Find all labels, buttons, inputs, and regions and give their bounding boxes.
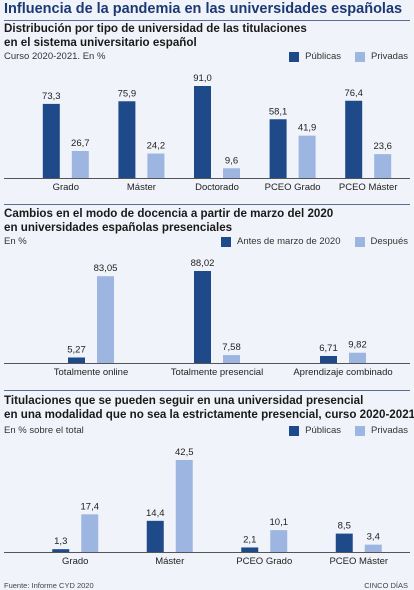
page-title: Influencia de la pandemia en las univers… [4, 1, 403, 17]
chart-title: Distribución por tipo de universidad de … [4, 22, 307, 49]
category-label: Máster [155, 556, 184, 567]
legend-item-antes: Antes de marzo de 2020 [220, 236, 341, 247]
bar-series-2 [364, 544, 382, 552]
bar-series-1 [194, 86, 211, 178]
legend-swatch [354, 236, 365, 247]
legend-swatch [289, 425, 300, 436]
bar-series-1 [335, 533, 353, 552]
bar-series-1 [320, 355, 337, 363]
data-label: 23,6 [373, 141, 392, 152]
source-note: Fuente: Informe CYD 2020 [4, 581, 94, 590]
data-label: 10,1 [270, 517, 289, 528]
bar-series-2 [223, 355, 240, 363]
data-label: 58,1 [269, 106, 288, 117]
data-label: 88,02 [191, 258, 215, 269]
bar-series-2 [81, 514, 99, 552]
chart-subtitle: En % sobre el total [4, 425, 84, 436]
chart-title: Cambios en el modo de docencia a partir … [4, 207, 334, 234]
legend-swatch [289, 51, 300, 62]
bar-series-2 [374, 154, 392, 178]
category-label: Totalmente presencial [171, 367, 263, 378]
category-label: PCEO Grado [265, 182, 321, 193]
data-label: 5,27 [67, 344, 86, 355]
data-label: 41,9 [298, 123, 317, 134]
chart-legend: Antes de marzo de 2020 Después [220, 236, 408, 247]
data-label: 24,2 [147, 141, 166, 152]
bar-series-1 [118, 101, 136, 178]
data-label: 1,3 [54, 536, 67, 547]
bar-series-1 [269, 119, 287, 178]
data-label: 14,4 [146, 508, 165, 519]
legend-swatch [355, 425, 366, 436]
data-label: 75,9 [118, 88, 137, 99]
data-label: 2,1 [243, 534, 256, 545]
chart-subtitle: Curso 2020-2021. En % [4, 51, 106, 62]
chart-legend: Públicas Privadas [289, 425, 408, 436]
bar-plot: 1,3 17,4 Grado 14,4 42,5 Máster 2,1 10,1 PCEO Gr… [4, 447, 410, 567]
bar-series-2 [298, 135, 316, 178]
data-label: 17,4 [81, 501, 100, 512]
data-label: 7,58 [222, 342, 241, 353]
data-label: 9,6 [225, 155, 238, 166]
data-label: 3,4 [367, 532, 380, 543]
legend-item-publicas: Públicas [289, 425, 341, 436]
chart-modo-docencia: Cambios en el modo de docencia a partir … [0, 207, 414, 388]
data-label: 76,4 [344, 88, 363, 99]
chart-subtitle: En % [4, 236, 27, 247]
section-divider [4, 390, 410, 391]
bar-series-1 [345, 100, 363, 178]
title-rule [4, 20, 410, 21]
bar-series-1 [42, 103, 60, 178]
credit-note: CINCO DÍAS [364, 581, 408, 590]
legend-item-privadas: Privadas [355, 425, 408, 436]
category-label: PCEO Grado [236, 556, 292, 567]
bar-series-2 [175, 460, 193, 552]
data-label: 73,3 [42, 91, 61, 102]
category-label: PCEO Máster [329, 556, 388, 567]
category-label: Doctorado [195, 182, 239, 193]
chart-legend: Públicas Privadas [289, 51, 408, 62]
bar-series-2 [147, 153, 165, 178]
bar-series-1 [194, 271, 211, 363]
category-label: PCEO Máster [339, 182, 398, 193]
data-label: 83,05 [94, 263, 118, 274]
category-label: Máster [127, 182, 156, 193]
legend-item-publicas: Públicas [289, 51, 341, 62]
legend-item-despues: Después [354, 236, 408, 247]
data-label: 6,71 [319, 343, 338, 354]
bar-series-2 [223, 168, 240, 178]
data-label: 26,7 [71, 138, 90, 149]
bar-series-2 [71, 151, 89, 178]
data-label: 9,82 [348, 340, 367, 351]
bar-plot: 73,3 26,7 Grado 75,9 24,2 Máster 91,0 9,6 Doctor… [4, 73, 410, 193]
category-label: Grado [53, 182, 79, 193]
bar-series-2 [270, 530, 288, 552]
bar-series-2 [349, 352, 366, 363]
chart-distribucion: Distribución por tipo de universidad de … [0, 22, 414, 202]
bar-series-1 [241, 547, 259, 552]
data-label: 91,0 [193, 73, 212, 84]
bar-series-1 [146, 520, 164, 552]
category-label: Grado [62, 556, 88, 567]
data-label: 42,5 [175, 447, 194, 458]
category-label: Totalmente online [54, 367, 128, 378]
chart-title: Titulaciones que se pueden seguir en una… [4, 394, 414, 421]
chart-modalidad: Titulaciones que se pueden seguir en una… [0, 394, 414, 577]
bar-series-1 [52, 549, 70, 552]
bar-series-2 [97, 276, 114, 363]
legend-item-privadas: Privadas [355, 51, 408, 62]
legend-swatch [355, 51, 366, 62]
legend-swatch [220, 236, 231, 247]
bar-plot: 5,27 83,05 Totalmente online 88,02 7,58 Total… [4, 258, 410, 378]
data-label: 8,5 [338, 521, 351, 532]
section-divider [4, 204, 410, 205]
bar-series-1 [68, 357, 85, 363]
category-label: Aprendizaje combinado [293, 367, 392, 378]
